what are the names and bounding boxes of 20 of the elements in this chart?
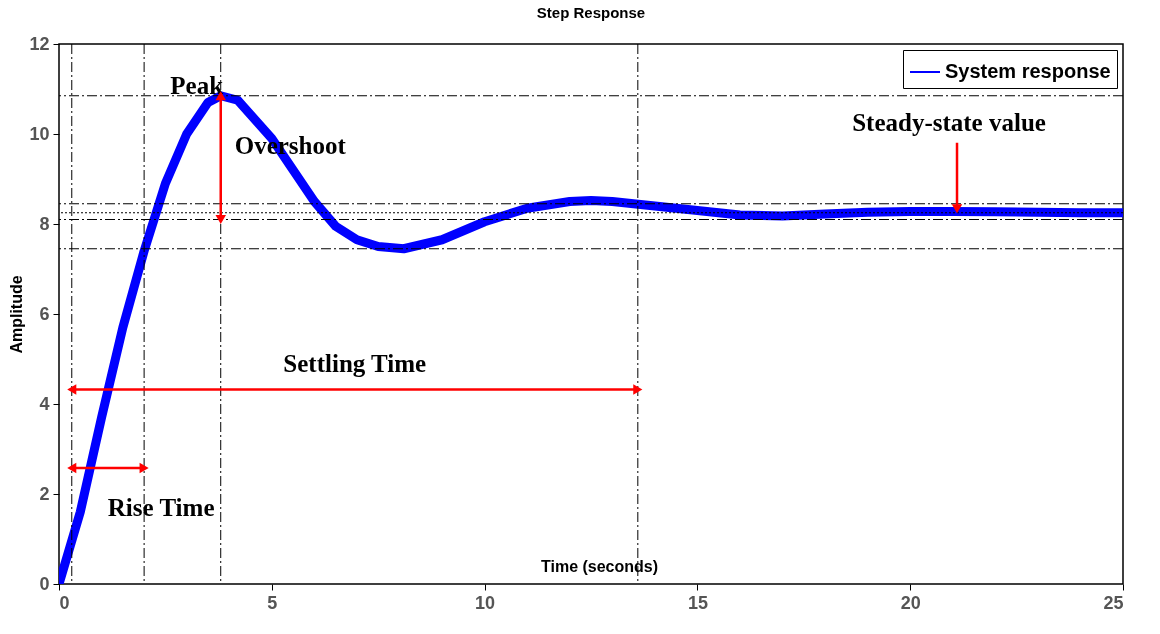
annotation: Steady-state value [852, 108, 1046, 136]
y-tick-label: 0 [39, 573, 50, 594]
annotation: Rise Time [107, 493, 215, 521]
y-tick-label: 6 [39, 303, 50, 324]
y-tick-label: 2 [39, 483, 50, 504]
y-axis-title: Amplitude [8, 275, 26, 354]
x-tick-label: 15 [687, 592, 708, 613]
x-tick-label: 5 [267, 592, 278, 613]
x-tick-label: 25 [1103, 592, 1124, 613]
x-tick-label: 0 [59, 592, 70, 613]
y-tick-label: 4 [39, 393, 50, 414]
chart-title: Step Response [536, 4, 646, 21]
y-tick-label: 12 [29, 33, 50, 54]
x-axis-title: Time (seconds) [540, 557, 659, 575]
x-tick-label: 10 [475, 592, 496, 613]
y-tick-label: 10 [29, 123, 50, 144]
legend-label: System response [945, 60, 1111, 82]
y-tick-label: 8 [39, 213, 50, 234]
x-tick-label: 20 [900, 592, 921, 613]
annotation: Settling Time [283, 349, 427, 377]
